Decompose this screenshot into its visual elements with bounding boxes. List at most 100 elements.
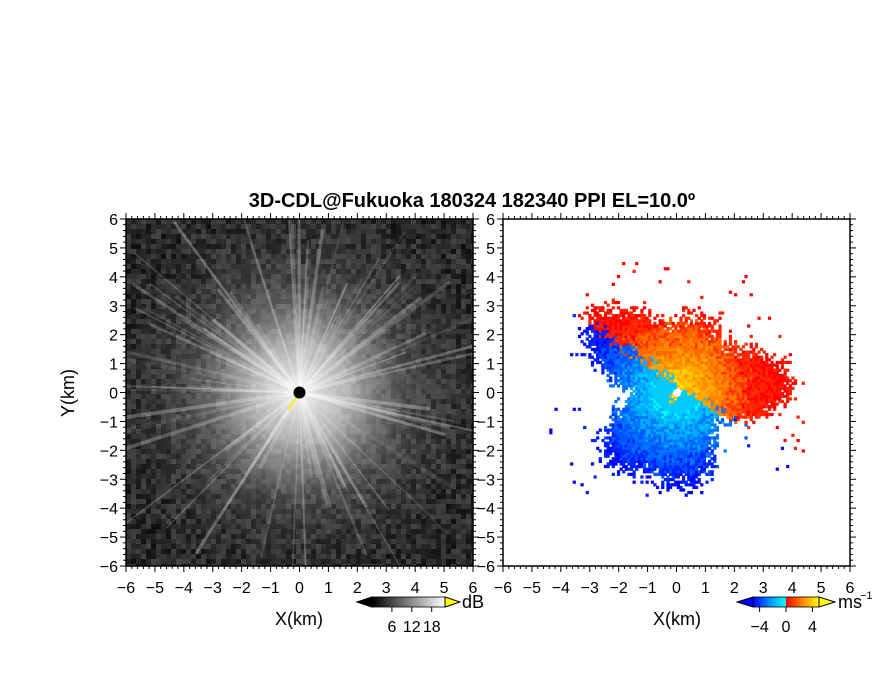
radial-streak — [126, 384, 300, 394]
x-tick-label: 0 — [295, 580, 304, 597]
radial-streak — [189, 385, 300, 395]
x-tick-label: −4 — [175, 580, 193, 597]
left-yellow-artifact — [287, 395, 298, 411]
y-tick-label: 5 — [486, 241, 495, 258]
y-tick-label: 0 — [109, 386, 118, 403]
left-blind-zone — [293, 386, 306, 399]
radial-streak — [298, 231, 406, 394]
radial-streak — [298, 390, 453, 489]
radial-streak — [298, 392, 350, 493]
radial-streak — [126, 391, 300, 525]
left-radial-streaks — [126, 219, 473, 566]
y-tick-label: 4 — [486, 270, 495, 287]
y-tick-label: 2 — [486, 328, 495, 345]
radial-streak — [148, 282, 300, 394]
y-tick-label: 6 — [486, 212, 495, 229]
radial-streak — [298, 316, 473, 395]
radial-streak — [298, 392, 390, 511]
x-tick-label: −2 — [610, 580, 628, 597]
x-tick-label: −6 — [494, 580, 512, 597]
radial-streak — [189, 378, 300, 394]
right-colorbar-ramp — [752, 596, 820, 608]
radial-streak — [214, 357, 301, 394]
y-tick-label: −4 — [100, 501, 118, 518]
y-tick-label: −1 — [477, 414, 495, 431]
radial-streak — [297, 286, 326, 393]
radial-streak — [292, 219, 301, 393]
left-colorbar-over-arrow — [444, 596, 462, 608]
radial-streak — [126, 357, 300, 395]
radial-streak — [298, 277, 364, 394]
x-tick-label: −2 — [233, 580, 251, 597]
radial-streak — [299, 390, 431, 411]
radial-streak — [134, 253, 301, 394]
radial-streak — [298, 270, 422, 394]
radial-streak — [298, 239, 309, 393]
x-tick-label: 3 — [382, 580, 391, 597]
radial-streak — [209, 351, 300, 394]
radial-streak — [291, 392, 301, 566]
radial-streak — [298, 282, 348, 393]
radial-streak — [166, 392, 300, 528]
radial-streak — [212, 318, 301, 394]
left-x-axis-label: X(km) — [275, 609, 323, 629]
right-x-axis-label: X(km) — [653, 609, 701, 629]
radial-streak — [151, 386, 300, 394]
radial-streak — [172, 221, 301, 394]
x-tick-label: −1 — [638, 580, 656, 597]
right-x-tick-labels: −6 −5 −4 −3 −2 −1 0 1 2 3 4 5 6 — [494, 580, 855, 597]
radial-streak — [126, 389, 300, 394]
radial-streak — [299, 390, 450, 430]
radial-streak — [208, 348, 300, 394]
radial-streak — [298, 392, 307, 566]
radial-streak — [181, 318, 300, 394]
radial-streak — [126, 391, 300, 434]
right-colorbar-under-arrow — [735, 596, 754, 608]
y-tick-label: 0 — [486, 386, 495, 403]
radial-streak — [203, 327, 301, 394]
radial-streak — [298, 296, 423, 394]
chart-title: 3D-CDL@Fukuoka 180324 182340 PPI EL=10.0… — [249, 190, 695, 212]
radial-streak — [148, 322, 301, 394]
radial-streak — [194, 391, 301, 555]
y-tick-label: −1 — [100, 414, 118, 431]
radial-streak — [260, 392, 301, 558]
y-tick-label: 1 — [109, 357, 118, 374]
radial-streak — [126, 390, 300, 420]
colorbar-tick-label: −4 — [750, 619, 768, 636]
x-tick-label: 3 — [759, 580, 768, 597]
left-tick-marks — [120, 213, 479, 572]
radial-streak — [299, 351, 406, 394]
radial-streak — [298, 392, 314, 478]
right-colorbar-over-arrow — [818, 596, 837, 608]
radial-streak — [298, 280, 452, 395]
radial-streak — [298, 391, 369, 509]
radial-streak — [299, 391, 455, 423]
radial-streak — [258, 391, 302, 469]
radial-streak — [299, 352, 473, 394]
x-tick-label: 6 — [846, 580, 855, 597]
right-colorbar-unit-exponent: −1 — [860, 590, 873, 602]
y-tick-label: −2 — [100, 443, 118, 460]
left-colorbar: 6 12 18 dB — [355, 592, 484, 636]
y-tick-label: −5 — [100, 530, 118, 547]
x-tick-label: 4 — [411, 580, 420, 597]
radial-streak — [142, 306, 300, 394]
radial-streak — [298, 275, 401, 394]
right-colorbar-unit: ms — [838, 592, 862, 612]
radial-streak — [288, 219, 302, 393]
radial-streak — [298, 331, 427, 394]
y-tick-label: 5 — [109, 241, 118, 258]
y-tick-label: −6 — [100, 559, 118, 576]
radial-streak — [299, 392, 450, 536]
x-tick-label: 5 — [817, 580, 826, 597]
y-tick-label: −5 — [477, 530, 495, 547]
right-y-tick-labels: −6 −5 −4 −3 −2 −1 0 1 2 3 4 5 6 — [477, 212, 495, 576]
y-tick-label: 3 — [486, 299, 495, 316]
y-tick-label: 2 — [109, 328, 118, 345]
radial-streak — [242, 219, 301, 393]
y-tick-label: 4 — [109, 270, 118, 287]
radial-streak — [298, 219, 346, 393]
x-tick-label: 5 — [440, 580, 449, 597]
